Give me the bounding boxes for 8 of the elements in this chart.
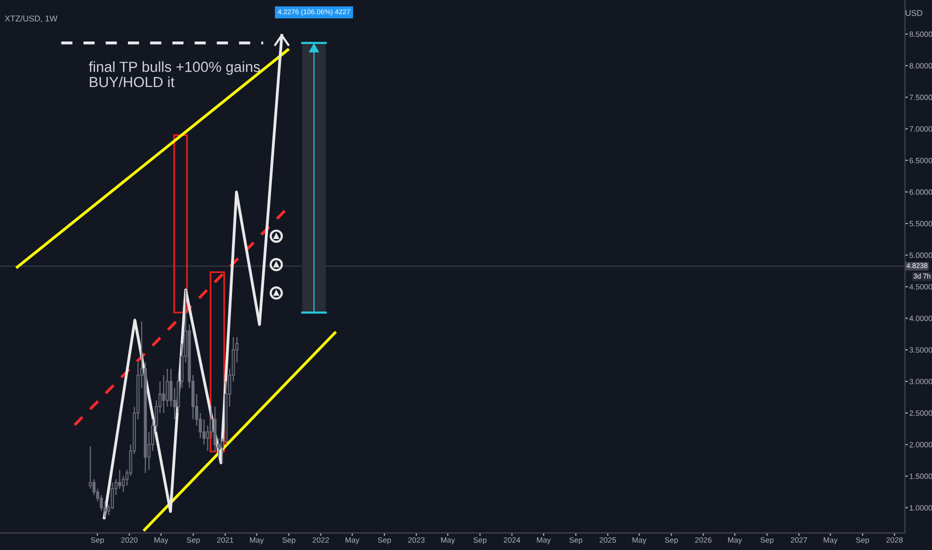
candlestick <box>110 482 114 510</box>
y-axis-title: USD <box>906 10 922 16</box>
candlestick <box>118 469 122 490</box>
text: XTZ/USD, 1W <box>4 15 58 22</box>
candlestick <box>88 446 92 490</box>
annotation: final TP bulls +100% gains BUY/HOLD it <box>88 61 260 88</box>
candlestick <box>162 374 166 414</box>
candlestick <box>166 368 169 408</box>
